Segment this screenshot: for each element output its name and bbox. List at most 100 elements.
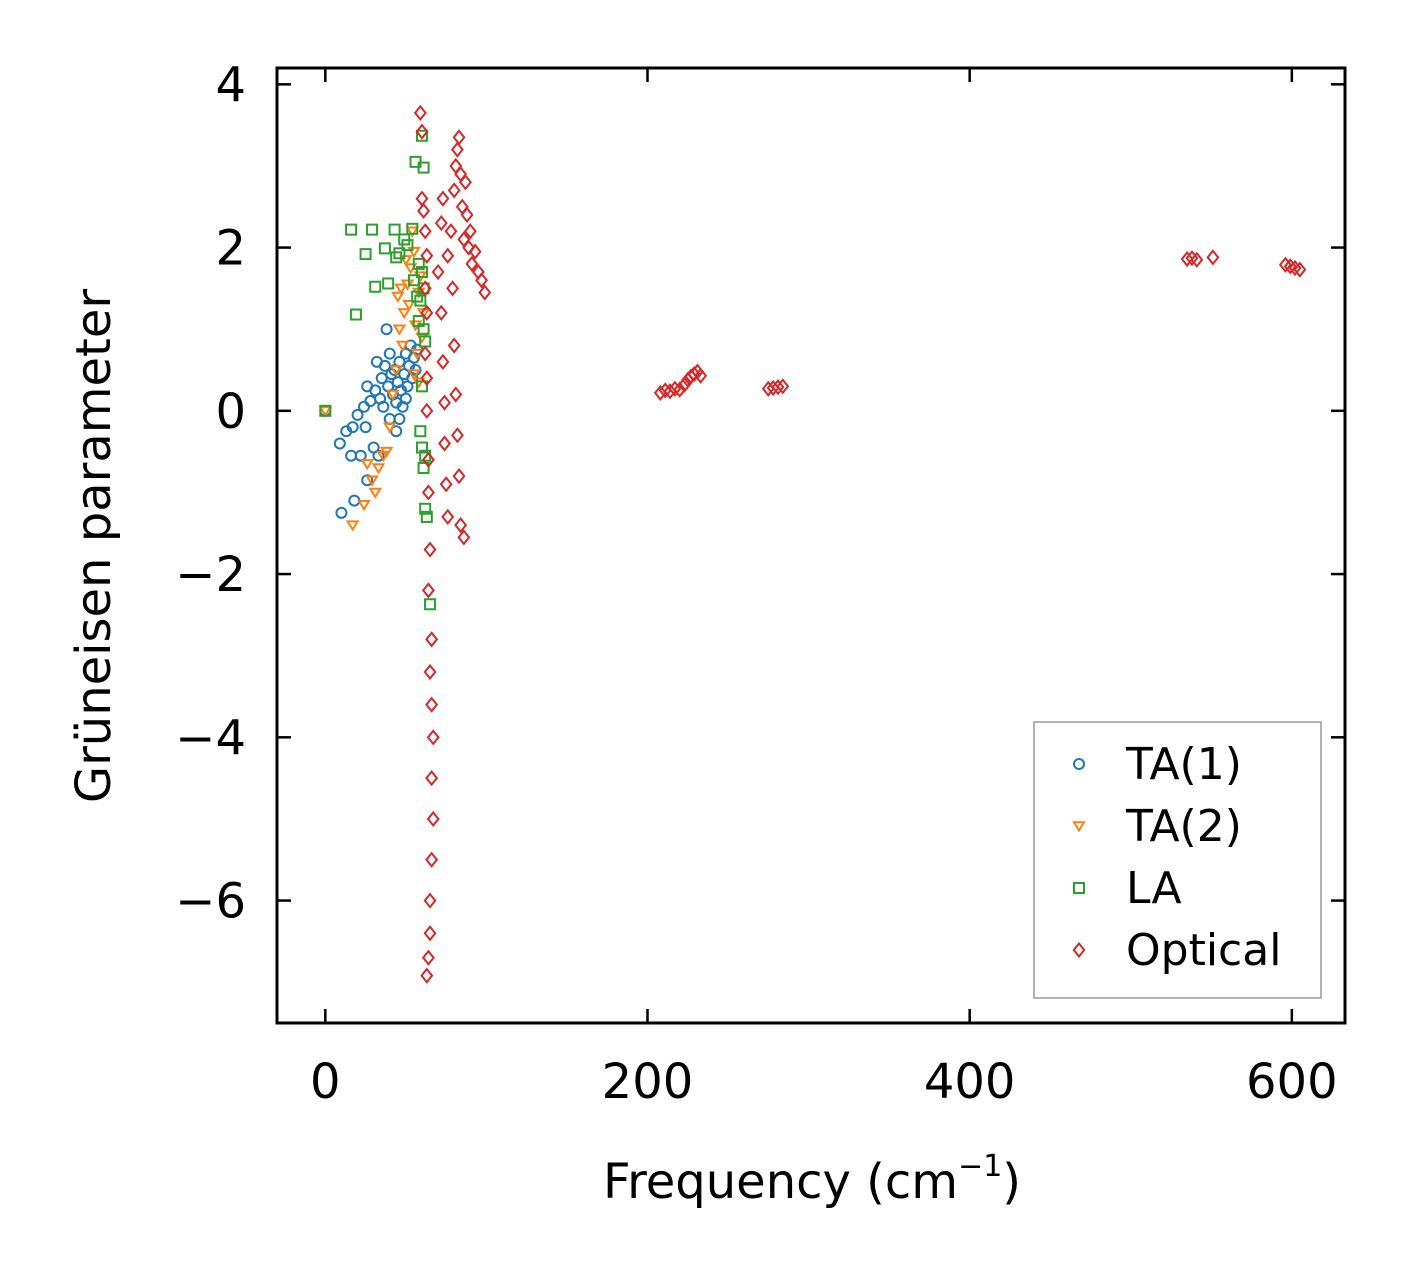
data-point [653, 384, 667, 401]
data-point [425, 631, 439, 648]
x-tick-label: 200 [602, 1054, 694, 1110]
data-point [415, 266, 428, 279]
data-point [771, 379, 785, 396]
data-point [436, 353, 450, 370]
data-point [421, 582, 435, 599]
data-point [436, 190, 450, 207]
data-point [378, 242, 391, 255]
data-point [425, 770, 439, 787]
data-point [407, 274, 420, 287]
data-point [318, 406, 333, 418]
data-point [420, 510, 433, 523]
data-point [390, 425, 403, 438]
data-point [663, 383, 677, 400]
data-point [389, 365, 403, 377]
data-point [365, 475, 379, 487]
y-tick-label: −2 [175, 547, 246, 603]
data-point [421, 484, 435, 501]
data-point [452, 468, 466, 485]
data-point [349, 308, 362, 321]
data-point [776, 378, 790, 395]
data-point [360, 459, 374, 471]
data-point [424, 598, 437, 611]
data-point [1180, 250, 1194, 268]
data-point [382, 422, 397, 434]
data-point [441, 247, 455, 264]
data-point [414, 425, 427, 438]
data-point [420, 247, 434, 264]
data-point [454, 516, 468, 534]
data-point [678, 376, 692, 393]
data-point [412, 257, 425, 270]
series-ta-2 [318, 226, 431, 532]
data-point [418, 345, 432, 362]
data-point [415, 441, 428, 454]
data-point [415, 380, 428, 393]
data-point [468, 243, 482, 260]
data-point [421, 949, 435, 966]
data-point [1206, 249, 1220, 266]
data-point [380, 323, 393, 336]
data-point [420, 967, 434, 984]
data-point [359, 248, 372, 261]
data-point [766, 379, 780, 397]
data-point [368, 487, 383, 499]
data-point [351, 408, 364, 421]
data-point [463, 223, 477, 240]
data-point [415, 129, 428, 142]
data-point [412, 315, 425, 328]
data-point [319, 404, 332, 417]
data-point [371, 463, 386, 475]
data-point [417, 461, 430, 474]
data-point [460, 206, 474, 224]
data-point [457, 529, 471, 546]
data-point [375, 372, 388, 385]
data-point [394, 283, 408, 295]
data-point [413, 104, 427, 121]
data-point [392, 324, 407, 336]
data-point [354, 449, 367, 462]
data-point [658, 382, 672, 399]
x-tick-label: 600 [1246, 1054, 1338, 1110]
data-point [449, 386, 463, 403]
data-point [399, 392, 412, 405]
data-point [419, 502, 432, 515]
x-tick-label: 400 [924, 1054, 1016, 1110]
data-point [402, 299, 416, 312]
legend-label: Optical [1126, 925, 1281, 976]
data-point [458, 174, 472, 191]
data-point [423, 892, 437, 909]
data-point [444, 223, 458, 240]
data-point [438, 394, 452, 411]
data-point [395, 340, 410, 352]
data-point [450, 141, 464, 158]
data-point [393, 247, 406, 260]
plot-frame [275, 66, 1347, 1025]
data-point [411, 290, 424, 303]
data-point [382, 277, 395, 290]
data-point [465, 255, 479, 272]
x-tick-label: 0 [310, 1054, 341, 1110]
axes-frame [275, 66, 1347, 1025]
y-tick-label: 4 [215, 57, 246, 113]
data-point [418, 280, 432, 297]
legend-label: LA [1126, 863, 1182, 914]
data-point [377, 400, 390, 413]
data-point [383, 347, 396, 360]
data-point [393, 412, 406, 425]
data-point [388, 223, 401, 236]
data-point [345, 520, 360, 532]
data-point [369, 280, 382, 293]
data-point [434, 304, 448, 321]
data-point [438, 435, 452, 452]
legend-marker [1073, 758, 1085, 770]
data-point [335, 506, 348, 519]
series-la [319, 129, 437, 611]
data-point [420, 304, 434, 321]
data-point [407, 246, 421, 259]
data-point [439, 476, 453, 493]
data-point [399, 255, 413, 267]
data-point [333, 437, 346, 450]
data-point [1293, 261, 1307, 278]
